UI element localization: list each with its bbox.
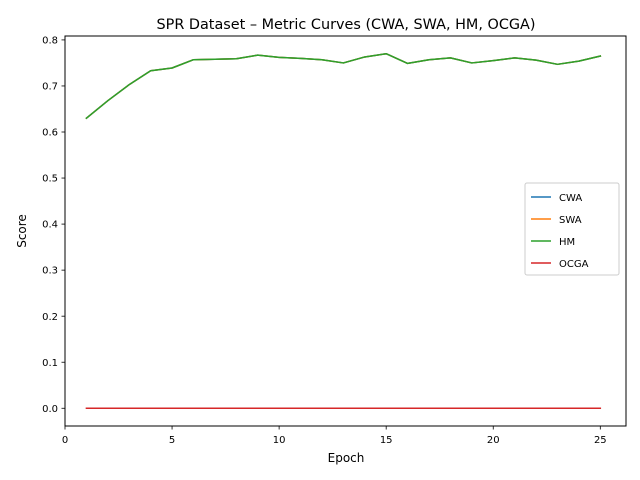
y-tick-label: 0.7	[42, 82, 58, 93]
chart-title: SPR Dataset – Metric Curves (CWA, SWA, H…	[157, 17, 536, 33]
legend-label-swa: SWA	[559, 215, 582, 226]
legend: CWA SWA HM OCGA	[524, 182, 620, 276]
plot-lines	[85, 52, 602, 410]
y-axis-label: Score	[15, 214, 29, 248]
y-tick-label: 0.1	[42, 358, 58, 369]
y-tick-label: 0.4	[42, 220, 58, 231]
legend-label-ocga: OCGA	[559, 259, 589, 270]
legend-box	[524, 182, 620, 276]
y-tick-label: 0.3	[42, 266, 58, 277]
legend-label-hm: HM	[559, 237, 575, 248]
x-tick-label: 0	[62, 435, 68, 446]
y-tick-label: 0.5	[42, 174, 58, 185]
y-tick-label: 0.2	[42, 312, 58, 323]
x-tick-label: 15	[380, 435, 393, 446]
x-axis-ticks: 0 5 10 15 20 25	[62, 426, 607, 446]
y-tick-label: 0.8	[42, 36, 58, 47]
y-axis-ticks: 0.0 0.1 0.2 0.3 0.4 0.5 0.6 0.7 0.8	[42, 36, 65, 415]
y-tick-label: 0.6	[42, 128, 58, 139]
series-line-hm	[85, 52, 602, 120]
x-tick-label: 10	[273, 435, 286, 446]
x-tick-label: 5	[169, 435, 175, 446]
legend-label-cwa: CWA	[559, 193, 582, 204]
y-tick-label: 0.0	[42, 404, 58, 415]
x-tick-label: 25	[594, 435, 607, 446]
plot-frame	[64, 35, 627, 427]
x-axis-label: Epoch	[328, 451, 365, 465]
x-tick-label: 20	[487, 435, 500, 446]
